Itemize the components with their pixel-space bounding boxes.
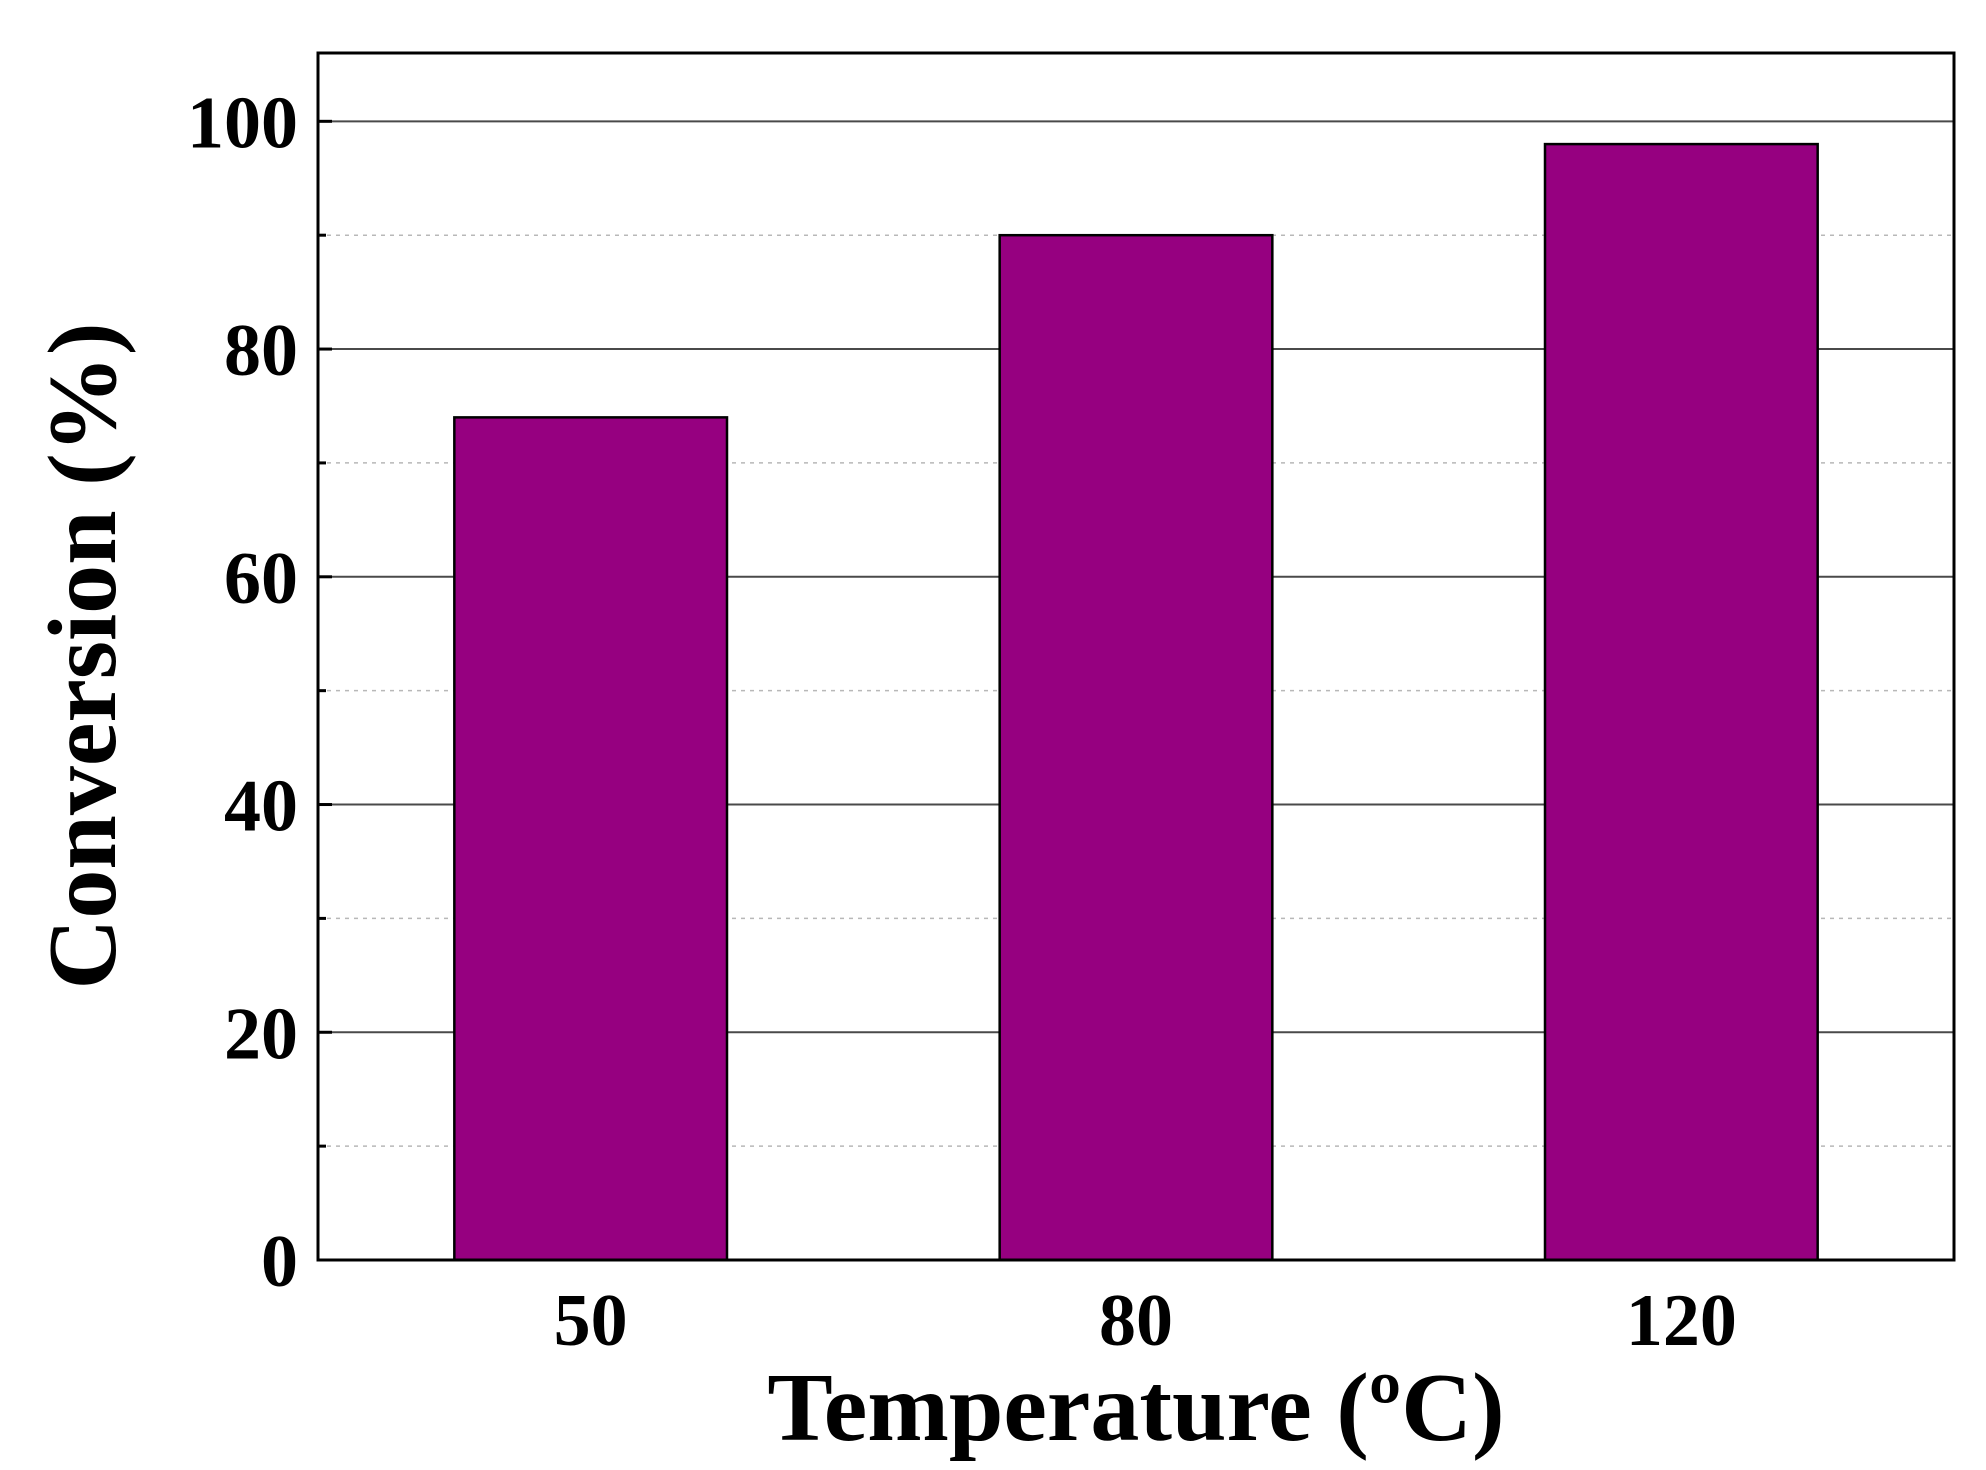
y-axis-title: Conversion (%) [29,323,137,990]
y-tick-label: 20 [224,993,298,1075]
x-tick-label: 120 [1626,1280,1737,1362]
x-axis-title: Temperature (ºC) [767,1354,1504,1462]
x-axis-ticks: 50 80 120 [554,1280,1737,1362]
y-tick-label: 0 [261,1221,298,1303]
y-tick-label: 40 [224,766,298,848]
bar-120 [1543,142,1819,1262]
x-tick-label: 80 [1099,1280,1173,1362]
y-axis-ticks: 0 20 40 60 80 100 [187,82,332,1303]
y-tick-label: 100 [187,82,298,164]
bar-50 [453,416,729,1262]
x-tick-label: 50 [554,1280,628,1362]
y-tick-label: 80 [224,310,298,392]
bar-80 [998,233,1274,1262]
y-tick-label: 60 [224,538,298,620]
bars [453,142,1819,1262]
plot-frame [316,51,1956,1262]
